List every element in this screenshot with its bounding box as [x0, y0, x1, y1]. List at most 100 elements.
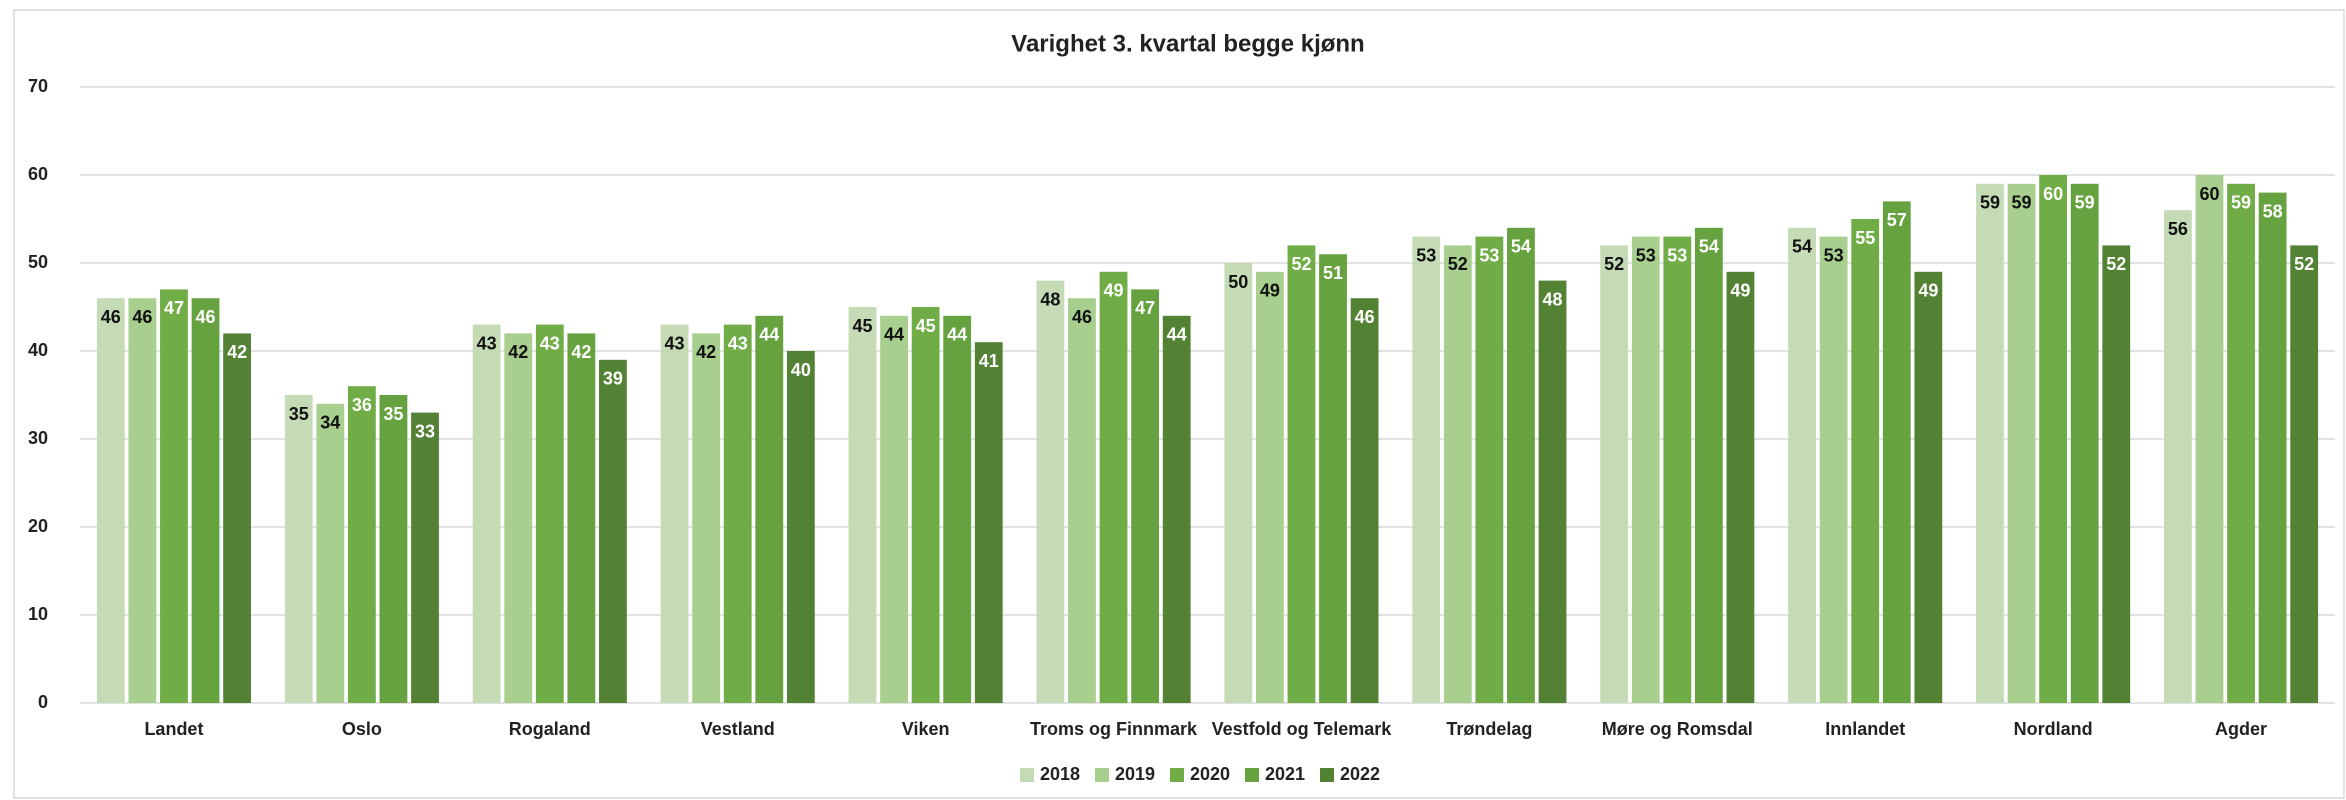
data-label: 35 [289, 404, 309, 424]
bar [535, 324, 564, 703]
legend-label: 2021 [1265, 764, 1305, 784]
legend-swatch [1020, 768, 1034, 782]
data-label: 42 [227, 342, 247, 362]
data-label: 53 [1667, 245, 1687, 265]
data-label: 58 [2263, 201, 2283, 221]
data-label: 53 [1479, 245, 1499, 265]
data-label: 45 [916, 316, 936, 336]
data-label: 39 [603, 369, 623, 389]
bar [911, 307, 940, 703]
x-tick-label: Viken [902, 719, 950, 739]
data-label: 48 [1040, 289, 1060, 309]
bar [2163, 210, 2192, 703]
data-label: 46 [1072, 307, 1092, 327]
bar [1255, 271, 1284, 703]
y-tick-label: 10 [28, 604, 48, 624]
y-tick-label: 70 [28, 76, 48, 96]
data-label: 46 [101, 307, 121, 327]
bar [786, 351, 815, 703]
data-label: 55 [1855, 228, 1875, 248]
data-label: 44 [884, 325, 904, 345]
data-label: 60 [2199, 184, 2219, 204]
bar [2290, 245, 2319, 703]
bar [2007, 183, 2036, 704]
bar [2195, 175, 2224, 703]
data-label: 43 [665, 333, 685, 353]
bar [1350, 298, 1379, 703]
bar [943, 315, 972, 703]
data-label: 59 [2012, 193, 2032, 213]
data-label: 60 [2043, 184, 2063, 204]
y-tick-label: 30 [28, 428, 48, 448]
y-tick-label: 40 [28, 340, 48, 360]
bar [1099, 271, 1128, 703]
x-tick-label: Agder [2215, 719, 2267, 739]
chart-title: Varighet 3. kvartal begge kjønn [1011, 30, 1364, 57]
data-label: 53 [1416, 245, 1436, 265]
data-label: 43 [477, 333, 497, 353]
data-label: 35 [383, 404, 403, 424]
data-label: 50 [1228, 272, 1248, 292]
data-label: 48 [1542, 289, 1562, 309]
legend-label: 2020 [1190, 764, 1230, 784]
bar [160, 289, 188, 703]
x-tick-label: Nordland [2014, 719, 2093, 739]
bar [472, 324, 501, 703]
data-label: 52 [1448, 254, 1468, 274]
bar [1068, 298, 1096, 703]
legend-label: 2019 [1115, 764, 1155, 784]
bar [1475, 236, 1504, 703]
data-label: 49 [1104, 281, 1124, 301]
x-tick-label: Trøndelag [1446, 719, 1532, 739]
data-label: 43 [728, 333, 748, 353]
bar [96, 298, 125, 703]
x-tick-label: Landet [144, 719, 203, 739]
bar [1162, 315, 1191, 703]
data-label: 45 [852, 316, 872, 336]
bar [1819, 236, 1848, 703]
bar [1131, 289, 1160, 703]
bar [1319, 254, 1347, 703]
bar [723, 324, 752, 703]
bar [504, 333, 533, 703]
y-tick-label: 0 [38, 692, 48, 712]
x-tick-label: Oslo [342, 719, 382, 739]
bar [974, 342, 1003, 703]
bar [347, 386, 376, 703]
legend-swatch [1095, 768, 1109, 782]
bar [692, 333, 721, 703]
legend-swatch [1245, 768, 1259, 782]
bar [2039, 175, 2068, 703]
data-label: 42 [571, 342, 591, 362]
data-label: 54 [1792, 237, 1812, 257]
data-label: 52 [2294, 254, 2314, 274]
y-tick-label: 50 [28, 252, 48, 272]
data-label: 52 [1604, 254, 1624, 274]
bar [1507, 227, 1535, 704]
data-label: 59 [2231, 193, 2251, 213]
bar [755, 315, 784, 703]
data-label: 53 [1636, 245, 1656, 265]
data-label: 49 [1918, 281, 1938, 301]
data-label: 49 [1260, 281, 1280, 301]
data-label: 53 [1824, 245, 1844, 265]
data-label: 42 [696, 342, 716, 362]
bar [223, 333, 252, 703]
bar [880, 315, 908, 703]
legend-label: 2022 [1340, 764, 1380, 784]
bar [1631, 236, 1660, 703]
data-label: 36 [352, 395, 372, 415]
bar [1851, 219, 1880, 703]
data-label: 57 [1887, 210, 1907, 230]
bar [1788, 227, 1816, 704]
data-label: 49 [1730, 281, 1750, 301]
x-tick-label: Rogaland [509, 719, 591, 739]
legend-swatch [1170, 768, 1184, 782]
data-label: 46 [132, 307, 152, 327]
data-label: 40 [791, 360, 811, 380]
bar [2102, 245, 2131, 703]
bar [1036, 280, 1065, 703]
data-label: 44 [1167, 325, 1187, 345]
bar [1663, 236, 1692, 703]
